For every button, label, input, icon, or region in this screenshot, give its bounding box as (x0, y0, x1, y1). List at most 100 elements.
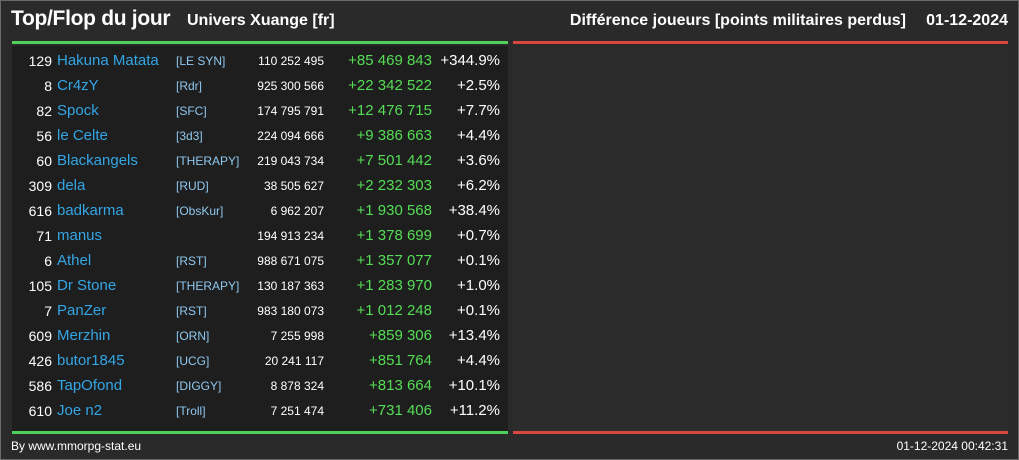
table-row: 616 badkarma [ObsKur] 6 962 207 +1 930 568 +3… (12, 198, 508, 223)
alliance-tag-link[interactable]: [ObsKur] (176, 204, 224, 218)
player-name-link[interactable]: Blackangels (57, 152, 138, 169)
alliance-tag-link[interactable]: [SFC] (176, 104, 207, 118)
timestamp: 01-12-2024 00:42:31 (896, 439, 1008, 453)
bottom-divider-red (513, 431, 1008, 434)
player-points: 7 251 474 (270, 404, 324, 418)
player-rank: 60 (36, 153, 52, 169)
table-row: 105 Dr Stone [THERAPY] 130 187 363 +1 283 97… (12, 273, 508, 298)
alliance-tag-link[interactable]: [3d3] (176, 129, 203, 143)
player-points: 38 505 627 (263, 179, 324, 193)
points-difference: +22 342 522 (348, 77, 432, 94)
table-row: 56 le Celte [3d3] 224 094 666 +9 386 663 +4.4… (12, 123, 508, 148)
player-rank: 105 (28, 278, 52, 294)
percent-change: +13.4% (448, 327, 500, 344)
percent-change: +7.7% (457, 102, 500, 119)
source-credit[interactable]: By www.mmorpg-stat.eu (11, 439, 142, 453)
points-difference: +1 012 248 (356, 302, 433, 319)
alliance-tag-link[interactable]: [DIGGY] (176, 379, 222, 393)
table-row: 610 Joe n2 [Troll] 7 251 474 +731 406 +11.2% (12, 398, 508, 423)
player-points: 988 671 075 (257, 254, 324, 268)
player-rank: 6 (44, 253, 52, 269)
percent-change: +6.2% (457, 177, 500, 194)
date-label: 01-12-2024 (926, 12, 1008, 29)
flop-players-panel (513, 46, 1008, 431)
player-name-link[interactable]: Merzhin (57, 327, 111, 344)
player-name-link[interactable]: badkarma (57, 202, 124, 219)
metric-label: Différence joueurs [points militaires pe… (569, 12, 906, 29)
points-difference: +859 306 (369, 327, 432, 344)
top-divider-red (513, 41, 1008, 44)
alliance-tag-link[interactable]: [RUD] (176, 179, 209, 193)
player-rank: 616 (28, 203, 52, 219)
points-difference: +851 764 (369, 352, 432, 369)
player-rank: 7 (44, 303, 52, 319)
player-points: 20 241 117 (264, 354, 324, 368)
player-rank: 586 (28, 378, 52, 394)
player-rank: 610 (28, 403, 52, 419)
alliance-tag-link[interactable]: [THERAPY] (176, 279, 240, 293)
player-name-link[interactable]: Joe n2 (57, 402, 103, 419)
points-difference: +85 469 843 (348, 52, 432, 69)
player-rank: 426 (28, 353, 52, 369)
player-points: 194 913 234 (257, 229, 324, 243)
top-divider-green (12, 41, 508, 44)
points-difference: +2 232 303 (356, 177, 433, 194)
player-rank: 129 (28, 53, 52, 69)
universe-label: Univers Xuange [fr] (187, 12, 335, 29)
player-points: 110 252 495 (258, 54, 324, 68)
player-name-link[interactable]: le Celte (57, 127, 108, 144)
points-difference: +1 357 077 (356, 252, 433, 269)
player-points: 925 300 566 (257, 79, 324, 93)
alliance-tag-link[interactable]: [Rdr] (176, 79, 203, 93)
percent-change: +4.4% (457, 352, 500, 369)
alliance-tag-link[interactable]: [RST] (176, 254, 207, 268)
table-row: 309 dela [RUD] 38 505 627 +2 232 303 +6.2% (12, 173, 508, 198)
table-row: 586 TapOfond [DIGGY] 8 878 324 +813 664 +10.1… (12, 373, 508, 398)
header: Top/Flop du jour Univers Xuange [fr] Dif… (1, 1, 1018, 41)
player-points: 8 878 324 (270, 379, 324, 393)
player-name-link[interactable]: butor1845 (57, 352, 125, 369)
percent-change: +344.9% (440, 52, 500, 69)
table-row: 129 Hakuna Matata [LE SYN] 110 252 495 +85 4… (12, 48, 508, 73)
points-difference: +9 386 663 (356, 127, 433, 144)
percent-change: +11.2% (449, 402, 500, 419)
player-points: 983 180 073 (257, 304, 324, 318)
player-points: 6 962 207 (270, 204, 324, 218)
page-title: Top/Flop du jour (11, 7, 171, 30)
player-name-link[interactable]: Cr4zY (57, 77, 99, 94)
alliance-tag-link[interactable]: [Troll] (176, 404, 206, 418)
alliance-tag-link[interactable]: [THERAPY] (176, 154, 240, 168)
points-difference: +1 378 699 (356, 227, 433, 244)
player-points: 224 094 666 (257, 129, 324, 143)
alliance-tag-link[interactable]: [LE SYN] (176, 54, 226, 68)
player-name-link[interactable]: Spock (57, 102, 99, 119)
player-rank: 8 (44, 78, 52, 94)
points-difference: +12 476 715 (348, 102, 432, 119)
player-name-link[interactable]: Dr Stone (57, 277, 117, 294)
percent-change: +1.0% (457, 277, 500, 294)
player-name-link[interactable]: Hakuna Matata (57, 52, 159, 69)
points-difference: +7 501 442 (356, 152, 433, 169)
table-row: 426 butor1845 [UCG] 20 241 117 +851 764 +4.4% (12, 348, 508, 373)
bottom-divider-green (12, 431, 508, 434)
points-difference: +1 283 970 (356, 277, 433, 294)
player-name-link[interactable]: dela (57, 177, 86, 194)
top-players-panel: 129 Hakuna Matata [LE SYN] 110 252 495 +85 4… (12, 46, 508, 431)
points-difference: +813 664 (369, 377, 432, 394)
player-rank: 56 (36, 128, 52, 144)
table-row: 609 Merzhin [ORN] 7 255 998 +859 306 +13.4% (12, 323, 508, 348)
table-row: 6 Athel [RST] 988 671 075 +1 357 077 +0.1% (12, 248, 508, 273)
alliance-tag-link[interactable]: [RST] (176, 304, 207, 318)
alliance-tag-link[interactable]: [ORN] (176, 329, 210, 343)
player-name-link[interactable]: TapOfond (57, 377, 123, 394)
player-name-link[interactable]: manus (57, 227, 103, 244)
player-name-link[interactable]: PanZer (57, 302, 107, 319)
player-rank: 309 (28, 178, 52, 194)
player-points: 219 043 734 (257, 154, 324, 168)
player-points: 174 795 791 (257, 104, 324, 118)
player-name-link[interactable]: Athel (57, 252, 92, 269)
alliance-tag-link[interactable]: [UCG] (176, 354, 210, 368)
table-row: 71 manus 194 913 234 +1 378 699 +0.7% (12, 223, 508, 248)
player-rank: 82 (36, 103, 52, 119)
